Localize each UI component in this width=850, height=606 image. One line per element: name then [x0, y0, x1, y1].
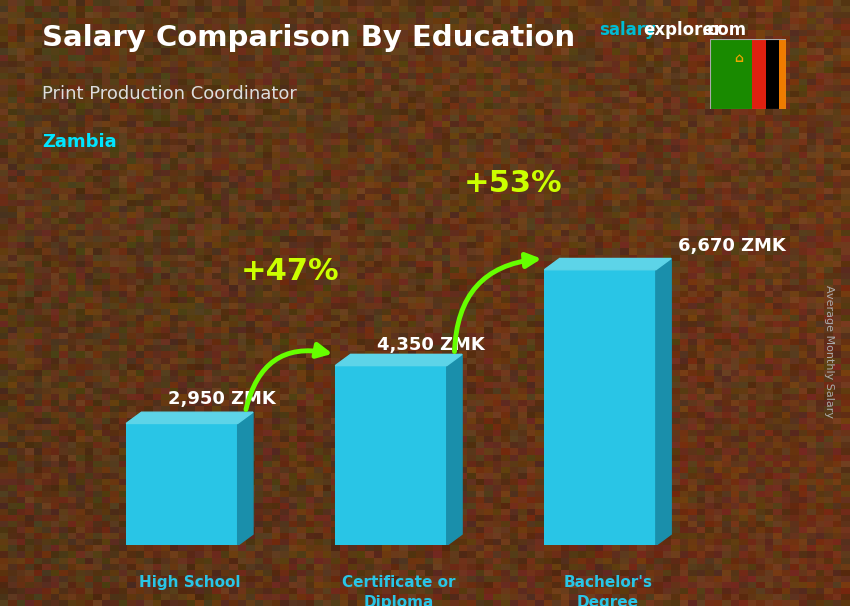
- Bar: [766, 39, 779, 109]
- FancyArrowPatch shape: [455, 255, 536, 351]
- Text: ⌂: ⌂: [734, 52, 743, 65]
- Text: 6,670 ZMK: 6,670 ZMK: [678, 237, 786, 255]
- Polygon shape: [126, 412, 253, 424]
- Bar: [335, 365, 447, 545]
- Polygon shape: [238, 412, 253, 545]
- FancyArrowPatch shape: [246, 344, 327, 410]
- Text: Print Production Coordinator: Print Production Coordinator: [42, 85, 298, 103]
- Text: Bachelor's
Degree: Bachelor's Degree: [564, 576, 652, 606]
- Bar: [751, 39, 766, 109]
- Text: Certificate or
Diploma: Certificate or Diploma: [342, 576, 456, 606]
- Text: 2,950 ZMK: 2,950 ZMK: [168, 390, 275, 408]
- Polygon shape: [447, 355, 462, 545]
- Text: Zambia: Zambia: [42, 133, 117, 152]
- Bar: [779, 39, 793, 109]
- Text: High School: High School: [139, 576, 241, 590]
- Text: explorer: explorer: [643, 21, 722, 39]
- Polygon shape: [544, 259, 672, 270]
- Text: 4,350 ZMK: 4,350 ZMK: [377, 336, 484, 355]
- Text: salary: salary: [599, 21, 656, 39]
- Text: +47%: +47%: [241, 257, 340, 286]
- Text: .com: .com: [701, 21, 746, 39]
- Bar: [126, 424, 238, 545]
- Bar: [544, 270, 656, 545]
- Text: Salary Comparison By Education: Salary Comparison By Education: [42, 24, 575, 52]
- Text: Average Monthly Salary: Average Monthly Salary: [824, 285, 834, 418]
- Text: +53%: +53%: [464, 169, 563, 198]
- Polygon shape: [656, 259, 672, 545]
- Polygon shape: [335, 355, 462, 365]
